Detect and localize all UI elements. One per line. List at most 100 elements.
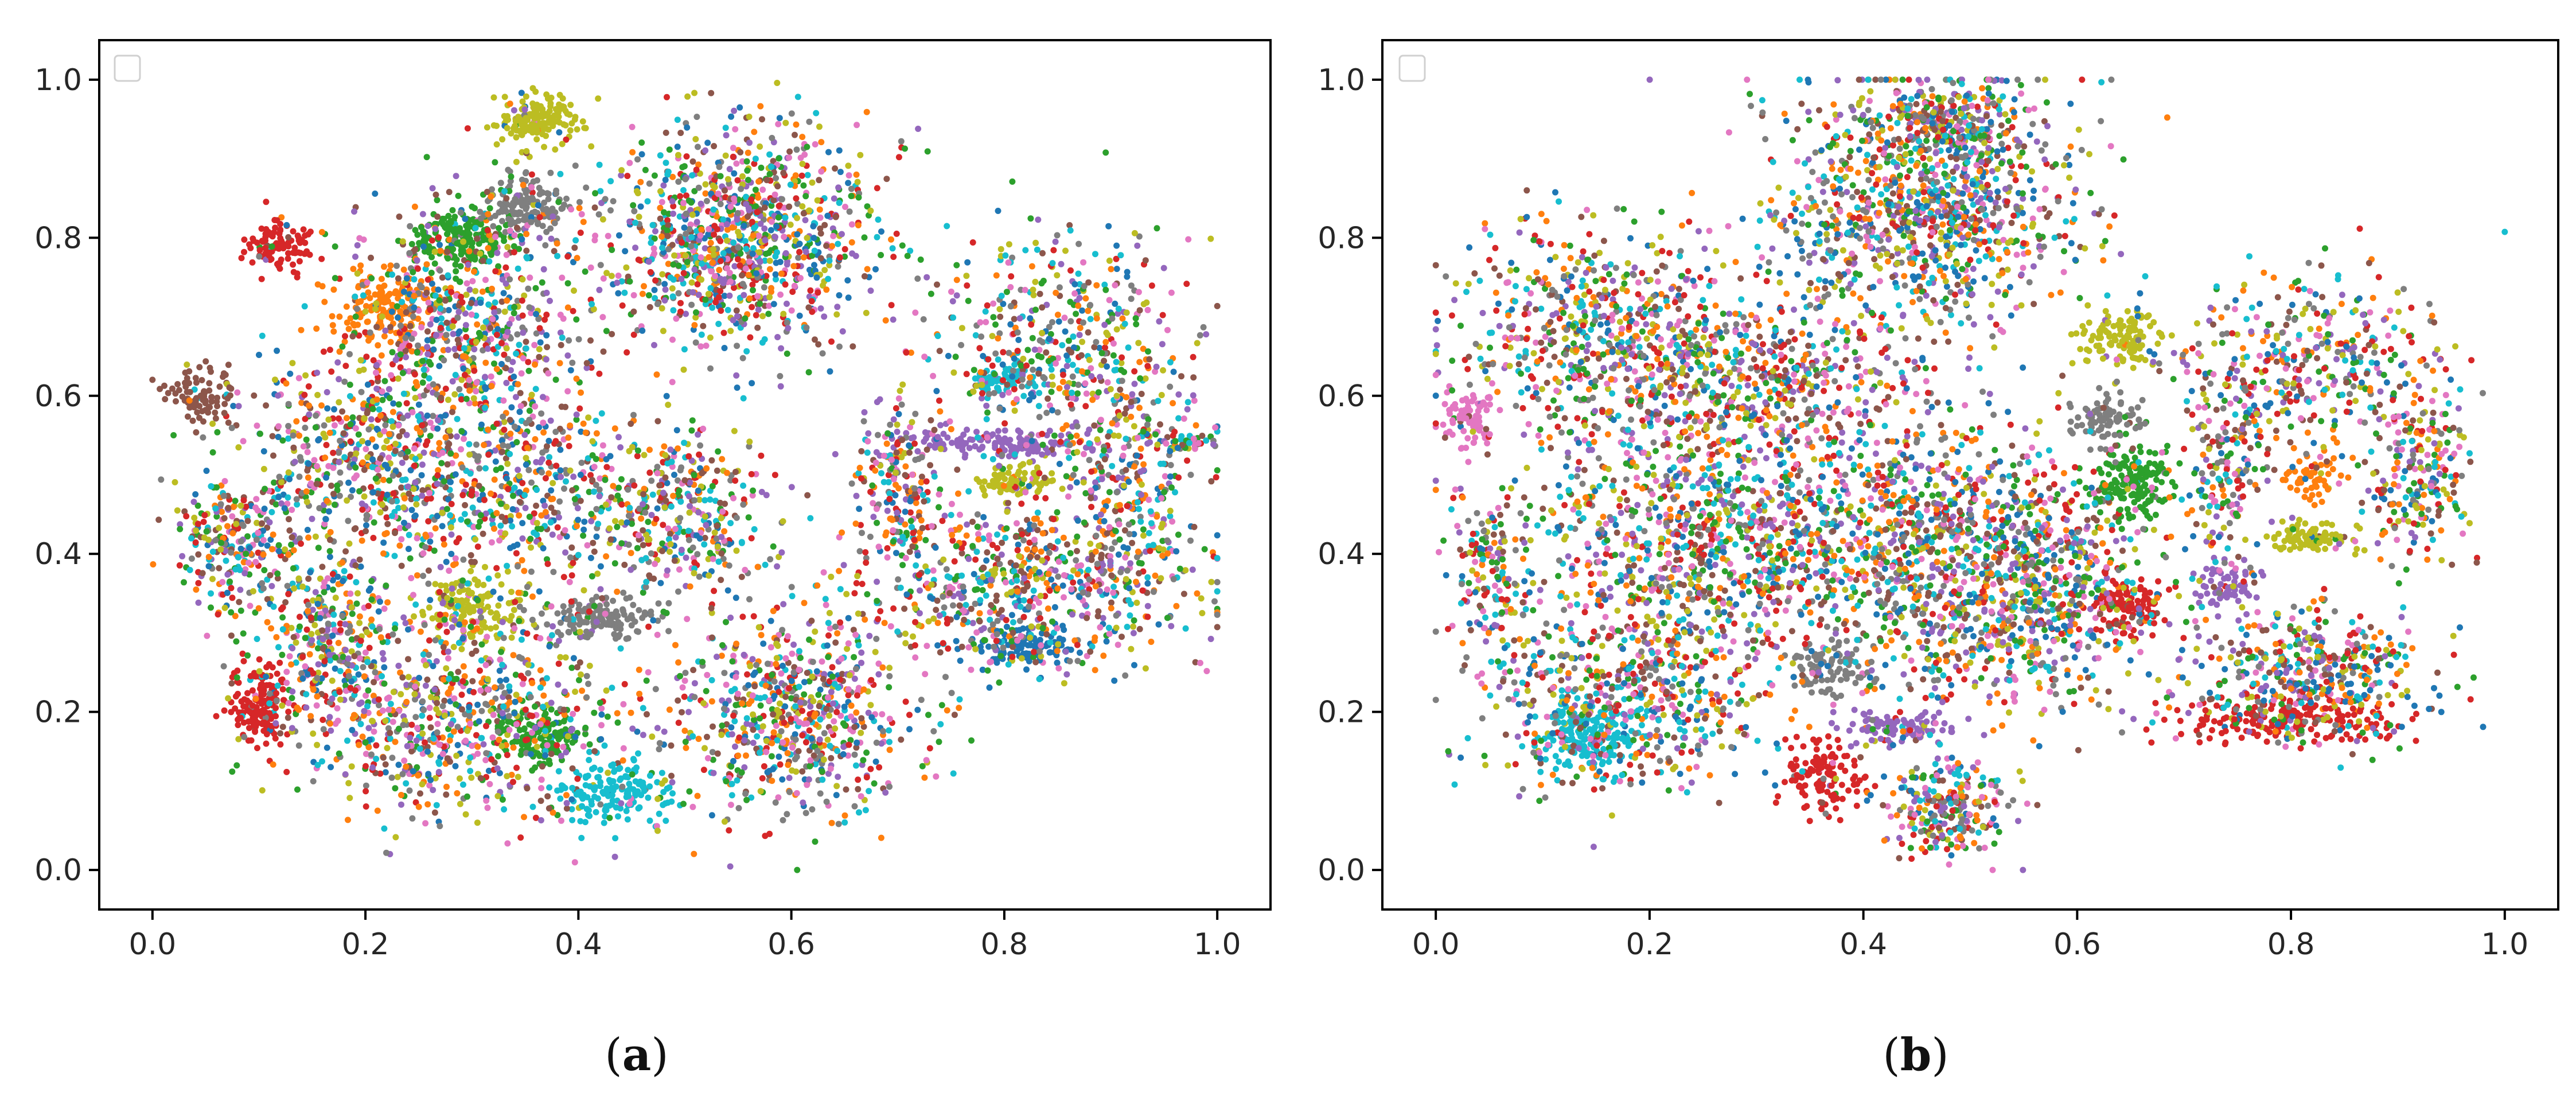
scatter-point [414, 383, 420, 389]
scatter-point [564, 111, 570, 117]
scatter-point [573, 316, 579, 322]
scatter-point [514, 331, 520, 337]
scatter-point [426, 375, 432, 382]
scatter-point [818, 168, 824, 174]
scatter-point [806, 207, 812, 213]
scatter-point [466, 441, 473, 448]
scatter-point [749, 471, 755, 477]
scatter-point [336, 313, 342, 320]
scatter-point [298, 327, 305, 333]
scatter-point [734, 515, 740, 521]
scatter-point [497, 201, 503, 207]
scatter-point [424, 328, 431, 335]
scatter-point [847, 208, 853, 215]
scatter-point [290, 262, 296, 268]
scatter-point [733, 161, 739, 167]
scatter-point [616, 232, 622, 239]
scatter-point [862, 234, 868, 240]
scatter-point [213, 713, 220, 720]
scatter-point [497, 523, 504, 529]
scatter-point [525, 286, 531, 292]
scatter-point [543, 332, 550, 339]
scatter-point [368, 255, 374, 261]
scatter-point [724, 221, 730, 227]
scatter-point [209, 421, 216, 427]
scatter-point [504, 297, 510, 304]
scatter-point [269, 546, 275, 553]
scatter-point [854, 172, 860, 178]
scatter-point [458, 294, 464, 300]
scatter-point [853, 253, 859, 259]
scatter-point [354, 242, 361, 248]
scatter-point [555, 199, 562, 205]
scatter-point [702, 514, 708, 520]
scatter-point [294, 496, 300, 503]
scatter-point [407, 555, 414, 562]
scatter-point [816, 177, 822, 183]
scatter-point [183, 513, 189, 519]
scatter-point [668, 446, 674, 453]
scatter-point [883, 176, 890, 182]
scatter-point [276, 542, 282, 549]
scatter-point [315, 545, 322, 551]
scatter-point [710, 483, 716, 489]
scatter-point [325, 463, 332, 469]
scatter-point [515, 590, 521, 596]
scatter-point [381, 263, 387, 270]
scatter-point [661, 281, 668, 287]
scatter-point [975, 434, 981, 441]
scatter-point [578, 390, 584, 396]
scatter-point [424, 154, 430, 160]
scatter-point [789, 289, 796, 295]
scatter-point [186, 405, 193, 411]
scatter-point [196, 364, 202, 370]
scatter-point [455, 337, 461, 343]
scatter-point [193, 527, 199, 534]
scatter-point [498, 340, 505, 347]
scatter-point [336, 376, 342, 382]
scatter-point [519, 236, 525, 243]
scatter-point [417, 429, 423, 436]
scatter-point [390, 401, 396, 407]
scatter-point [700, 323, 706, 329]
scatter-point [820, 350, 826, 356]
scatter-point [334, 359, 341, 366]
scatter-point [222, 478, 228, 484]
scatter-point [230, 530, 236, 537]
scatter-point [287, 371, 293, 377]
scatter-point [670, 493, 676, 499]
scatter-point [209, 576, 216, 582]
scatter-point [710, 556, 716, 562]
scatter-point [855, 222, 862, 228]
scatter-point [746, 296, 753, 302]
scatter-point [836, 147, 843, 154]
scatter-point [234, 667, 240, 674]
scatter-point [772, 192, 778, 198]
scatter-point [192, 491, 198, 497]
scatter-point [588, 143, 594, 150]
scatter-point [155, 516, 162, 523]
scatter-point [360, 292, 367, 298]
scatter-point [256, 352, 262, 358]
scatter-point [186, 398, 193, 404]
scatter-point [626, 542, 632, 548]
scatter-point [723, 132, 730, 138]
scatter-point [386, 477, 392, 484]
scatter-point [684, 125, 690, 131]
scatter-point [681, 440, 687, 446]
scatter-point [494, 326, 501, 332]
scatter-point [237, 715, 244, 721]
scatter-point [395, 314, 401, 321]
scatter-point [811, 262, 817, 268]
scatter-point [558, 312, 564, 318]
scatter-point [313, 424, 319, 430]
scatter-point [718, 173, 724, 180]
scatter-point [426, 300, 432, 306]
scatter-point [427, 419, 434, 426]
scatter-point [602, 743, 608, 749]
scatter-point [321, 348, 327, 355]
scatter-point [365, 440, 371, 446]
scatter-point [570, 308, 576, 314]
scatter-point [390, 409, 396, 415]
scatter-point [982, 492, 988, 499]
